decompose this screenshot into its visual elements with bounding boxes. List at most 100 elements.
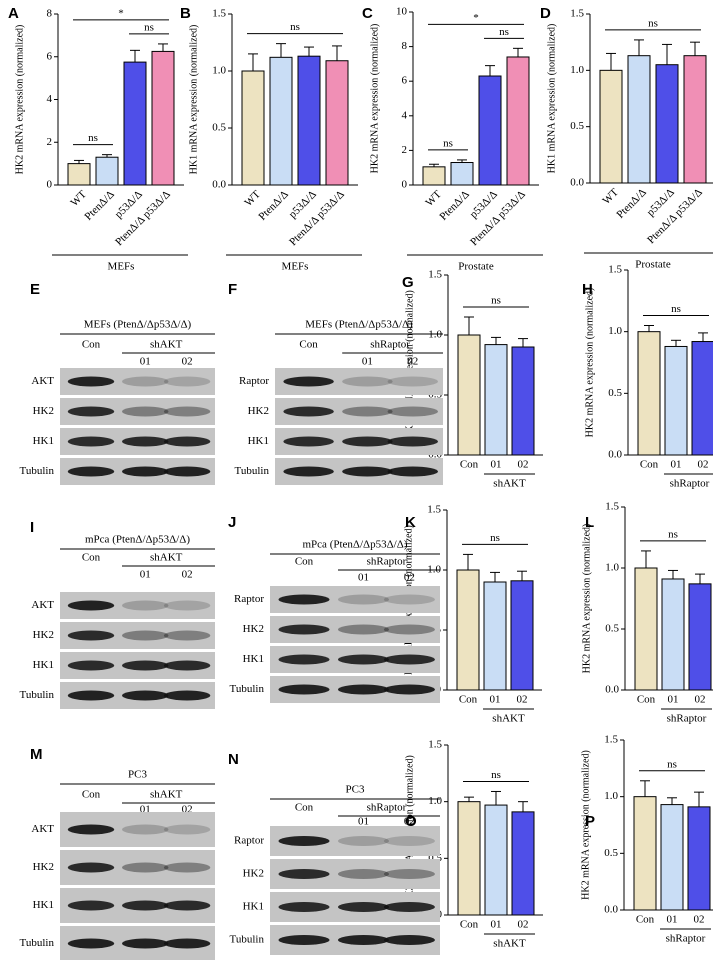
row-label: Raptor [234,593,264,605]
band [338,684,389,695]
y-tick-label: 2 [402,144,408,156]
row-label: Tubulin [20,689,55,701]
group-label: shAKT [492,713,525,725]
group-label: shRaptor [367,802,407,814]
x-tick-label: WT [423,188,444,209]
lane-label: Con [82,552,101,564]
band [383,869,435,879]
y-tick-label: 0.5 [212,122,226,134]
band [67,376,115,387]
bar [478,75,502,186]
band [338,869,389,879]
y-tick-label: 1.5 [604,734,618,746]
band [278,869,330,879]
panel-letter: D [540,5,551,22]
band [163,660,211,671]
bar [151,50,175,186]
group-label: Prostate [458,261,494,273]
row-label: Tubulin [235,465,270,477]
band [387,466,438,477]
band [163,824,211,835]
row-label: HK2 [243,868,264,880]
row-label: AKT [31,823,54,835]
band [163,600,211,611]
y-tick-label: 8 [47,8,53,20]
band [342,436,393,447]
group-label: shAKT [150,339,183,351]
band [278,684,330,695]
lane-label: 02 [404,572,415,584]
y-axis-label: HK2 mRNA expression (normalized) [581,524,592,674]
panel-letter: J [228,514,236,531]
y-axis-label: HK2 mRNA expression (normalized) [14,25,25,175]
y-tick-label: 1.5 [427,504,441,516]
y-axis-label: HK2 mRNA expression (normalized) [404,290,415,440]
lane-label: 01 [140,804,151,816]
y-tick-label: 1.0 [212,65,226,77]
row-label: Raptor [239,375,269,387]
blot-header: mPca (PtenΔ/Δp53Δ/Δ) [303,539,408,551]
band [163,436,211,447]
group-label: shAKT [150,552,183,564]
y-axis-label: HK2 mRNA expression (normalized) [584,288,595,438]
x-tick-label: WT [600,186,621,207]
group-label: shAKT [493,478,526,490]
bar [687,806,711,911]
y-tick-label: 1.5 [605,501,619,513]
panel-letter: A [8,5,19,22]
band [122,436,169,447]
band [283,466,334,477]
y-tick-label: 10 [396,6,408,18]
x-tick-label: PtenΔ/Δ [82,188,116,222]
x-tick-label: 01 [667,914,678,926]
y-tick-label: 0.5 [605,623,619,635]
band [278,594,330,605]
y-tick-label: 0.0 [570,177,584,189]
bar [633,796,657,911]
y-axis-label: HK2 mRNA expression (normalized) [369,24,380,174]
band [383,836,435,846]
band [383,902,435,912]
bar [661,578,685,691]
band [122,600,169,611]
row-label: HK1 [33,899,54,911]
bar [95,156,119,186]
x-tick-label: WT [68,188,89,209]
group-label: shRaptor [670,478,710,490]
blot-header: PC3 [346,784,365,796]
x-tick-label: 02 [517,694,528,706]
y-tick-label: 1.5 [212,8,226,20]
bar [655,64,679,184]
band [383,624,435,635]
significance-label: ns [671,303,681,315]
y-tick-label: 6 [47,50,53,62]
bar [510,580,534,691]
bar [325,60,349,186]
band [163,376,211,387]
band [342,376,393,387]
panel-letter: E [30,281,40,298]
lane-label: 01 [358,572,369,584]
row-label: HK2 [33,861,54,873]
y-axis-label: HK2 mRNA expression (normalized) [580,750,591,900]
band [163,938,211,949]
significance-label: ns [88,132,98,144]
panel-letter: G [402,274,414,291]
band [383,935,435,945]
band [387,376,438,387]
band [67,660,115,671]
panel-letter: F [228,281,237,298]
y-tick-label: 6 [402,75,408,87]
y-axis-label: HK1 mRNA expression (normalized) [546,24,557,174]
lane-label: 02 [182,804,193,816]
x-tick-label: PtenΔ/Δ [437,188,471,222]
bar [67,163,91,186]
row-label: AKT [31,599,54,611]
band [67,824,115,835]
band [283,436,334,447]
band [338,935,389,945]
x-tick-label: 01 [491,459,502,471]
bar [664,345,688,456]
y-tick-label: 1.5 [428,269,442,281]
